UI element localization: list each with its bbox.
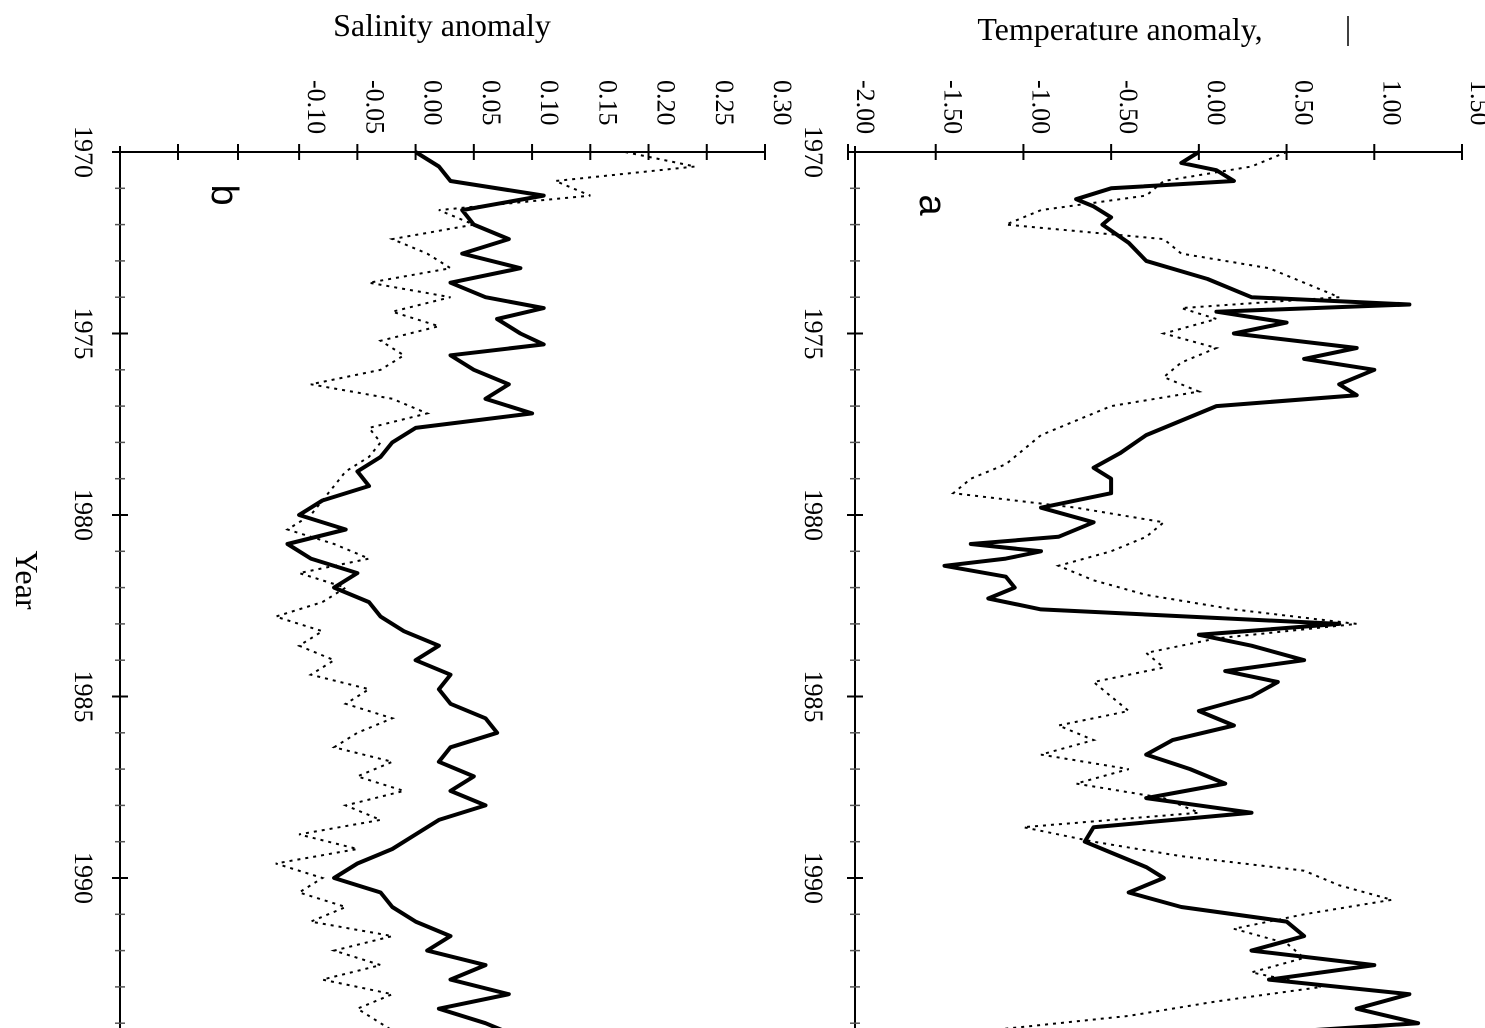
panel-b-ylabel: Salinity anomaly xyxy=(333,7,551,43)
panel-a-ylabel: Temperature anomaly, xyxy=(977,11,1262,47)
value-tick-label: 0.00 xyxy=(419,80,448,126)
value-tick-label: -2.00 xyxy=(851,80,880,134)
value-tick-label: 0.10 xyxy=(535,80,564,126)
panel-label: b xyxy=(203,184,245,205)
value-tick-label: -1.50 xyxy=(939,80,968,134)
year-tick-label: 1980 xyxy=(69,489,98,541)
year-tick-label: 1985 xyxy=(69,671,98,723)
axis-titles: Temperature anomaly, Salinity anomaly Ye… xyxy=(9,7,1349,610)
solid-series-b xyxy=(285,150,546,1028)
panel-a: 1970 1975 1980 1985 1990 -2.00 -1.50 -1.00 -0.50… xyxy=(799,80,1485,1028)
solid-series-a xyxy=(942,150,1421,1028)
value-tick-label: 0.15 xyxy=(593,80,622,126)
value-tick-label: 0.00 xyxy=(1202,80,1231,126)
dotted-series-b xyxy=(272,151,696,1028)
value-tick-label: 0.25 xyxy=(710,80,739,126)
x-axis-title: Year xyxy=(9,551,45,610)
value-tick-label: 0.20 xyxy=(652,80,681,126)
year-tick-label: 1980 xyxy=(799,489,828,541)
year-tick-label: 1990 xyxy=(799,852,828,904)
value-tick-label: 1.50 xyxy=(1465,80,1485,126)
value-tick-label: -0.50 xyxy=(1114,80,1143,134)
value-tick-label: 0.05 xyxy=(477,80,506,126)
value-tick-label: 0.50 xyxy=(1290,80,1319,126)
dotted-series-a xyxy=(950,151,1393,1028)
value-tick-label: -0.10 xyxy=(302,80,331,134)
value-tick-label: -1.00 xyxy=(1026,80,1055,134)
value-tick-label: -0.05 xyxy=(360,80,389,134)
value-tick-label: 1.00 xyxy=(1377,80,1406,126)
year-tick-label: 1970 xyxy=(799,126,828,178)
panel-b: 1970 1975 1980 1985 1990 -0.10 -0.05 0.00 0.05 0.… xyxy=(69,80,797,1028)
year-tick-label: 1970 xyxy=(69,126,98,178)
value-tick-label: 0.30 xyxy=(768,80,797,126)
year-tick-label: 1985 xyxy=(799,671,828,723)
year-tick-label: 1975 xyxy=(799,308,828,360)
panel-label: a xyxy=(911,194,953,216)
year-tick-label: 1990 xyxy=(69,852,98,904)
year-tick-label: 1975 xyxy=(69,308,98,360)
